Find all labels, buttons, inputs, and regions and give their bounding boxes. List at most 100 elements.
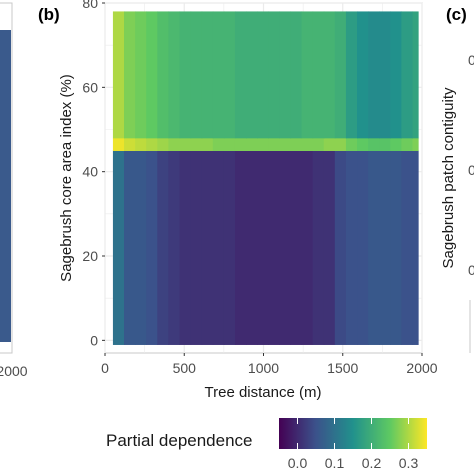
heatmap-cell	[368, 150, 380, 345]
heatmap-cell	[279, 11, 292, 139]
heatmap-cell	[412, 11, 419, 139]
heatmap-cell	[323, 150, 336, 345]
heatmap-cell	[301, 137, 314, 151]
y-tick-label: 40	[82, 164, 98, 180]
heatmap-cell	[312, 11, 325, 139]
heatmap-cell	[223, 137, 236, 151]
heatmap-cell	[201, 150, 214, 345]
colorbar-tick-label: 0.1	[325, 455, 345, 471]
heatmap-cell	[412, 137, 419, 151]
heatmap-cell	[268, 150, 280, 345]
panel-b-x-axis-label: Tree distance (m)	[205, 384, 322, 401]
heatmap-cell	[334, 150, 347, 345]
heatmap-cell	[124, 137, 136, 151]
heatmap-cell	[301, 150, 314, 345]
panel-c-y-tick-label: 0	[468, 262, 474, 278]
heatmap-cell	[212, 137, 225, 151]
heatmap-cell	[135, 137, 147, 151]
heatmap-cell	[146, 137, 158, 151]
heatmap-cell	[379, 137, 391, 151]
heatmap-cell	[345, 150, 358, 345]
heatmap-cell	[246, 11, 258, 139]
heatmap-cell	[246, 150, 258, 345]
heatmap-cell	[168, 11, 181, 139]
panel-c-y-axis-label: Sagebrush patch contiguity	[440, 87, 457, 268]
heatmap-cell	[223, 11, 236, 139]
heatmap-cell	[334, 137, 347, 151]
heatmap-cell	[379, 150, 391, 345]
heatmap-cell	[190, 11, 203, 139]
panel-a-fragment: 2000	[0, 2, 28, 379]
heatmap-cell	[345, 137, 358, 151]
heatmap-cell	[390, 11, 402, 139]
panel-c-y-tick-label: 0	[468, 162, 474, 178]
x-tick-label: 1000	[248, 360, 279, 376]
heatmap-cell	[368, 11, 380, 139]
x-tick-label: 500	[173, 360, 197, 376]
heatmap-cell	[345, 11, 358, 139]
x-tick-label: 1500	[327, 360, 358, 376]
panel-b-y-axis: 0 20 40 60 80	[82, 0, 105, 348]
heatmap-cell	[234, 150, 247, 345]
heatmap-cell	[257, 150, 269, 345]
heatmap-cell	[268, 11, 280, 139]
panel-b-y-axis-label: Sagebrush core area index (%)	[58, 74, 75, 282]
y-tick-label: 20	[82, 248, 98, 264]
heatmap-cell	[368, 137, 380, 151]
heatmap-cell	[112, 137, 125, 151]
heatmap-cell	[190, 150, 203, 345]
panel-c-fragment: (c) Sagebrush patch contiguity 0 0 0	[440, 5, 474, 353]
panel-b-label: (b)	[38, 5, 60, 24]
heatmap-cell	[268, 137, 280, 151]
heatmap-cell	[212, 11, 225, 139]
heatmap-cell	[357, 11, 369, 139]
heatmap-cell	[390, 150, 402, 345]
colorbar-ticks: 0.0 0.1 0.2 0.3	[288, 418, 419, 471]
heatmap-cell	[179, 137, 192, 151]
heatmap-cell	[323, 11, 336, 139]
heatmap-cell	[146, 150, 158, 345]
heatmap-cell	[201, 11, 214, 139]
heatmap-cell	[290, 11, 303, 139]
colorbar	[279, 418, 427, 449]
heatmap-cell	[401, 11, 414, 139]
heatmap-cell	[246, 137, 258, 151]
heatmap-cell	[124, 11, 136, 139]
heatmap-cell	[234, 137, 247, 151]
heatmap-cell	[279, 137, 292, 151]
heatmap-cell	[179, 11, 192, 139]
heatmap-cell	[157, 11, 169, 139]
heatmap-cell	[257, 137, 269, 151]
colorbar-tick-label: 0.3	[399, 455, 419, 471]
x-tick-label: 2000	[406, 360, 437, 376]
heatmap-cell	[179, 150, 192, 345]
heatmap-cell	[401, 150, 414, 345]
heatmap-cell	[334, 11, 347, 139]
heatmap-cell	[257, 11, 269, 139]
heatmap-cell	[124, 150, 136, 345]
panel-c-label: (c)	[446, 5, 467, 24]
heatmap-cell	[157, 150, 169, 345]
heatmap-cell	[135, 11, 147, 139]
heatmap-cell	[190, 137, 203, 151]
panel-b-x-axis: 0 500 1000 1500 2000	[101, 353, 438, 376]
heatmap-cell	[401, 137, 414, 151]
heatmap-cell	[279, 150, 292, 345]
panel-b: (b) 0 500 1000 1500 2000 0 20 40 60 80 Tree dist…	[38, 0, 438, 401]
heatmap-cell	[223, 150, 236, 345]
panel-c-y-tick-label: 0	[468, 52, 474, 68]
heatmap-cell	[323, 137, 336, 151]
panel-a-heatmap-strip	[0, 30, 11, 342]
heatmap-cell	[168, 150, 181, 345]
colorbar-tick-label: 0.0	[288, 455, 308, 471]
heatmap-cell	[201, 137, 214, 151]
heatmap-cell	[379, 11, 391, 139]
colorbar-tick-label: 0.2	[362, 455, 382, 471]
heatmap-cell	[290, 137, 303, 151]
heatmap-cell	[290, 150, 303, 345]
panel-a-x-tick-label: 2000	[0, 363, 28, 379]
heatmap-cell	[390, 137, 402, 151]
heatmap-cell	[312, 137, 325, 151]
heatmap-cell	[301, 11, 314, 139]
x-tick-label: 0	[101, 360, 109, 376]
